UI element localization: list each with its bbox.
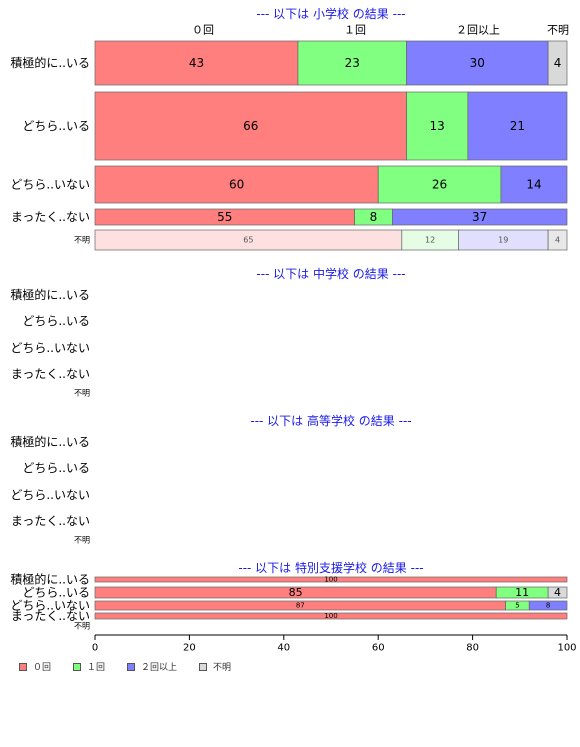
bar-segment-g0-r4-s3 (547, 229, 568, 251)
value-label-g3-r0-s0: 100 (324, 576, 337, 584)
bar-segment-g0-r2-s0 (94, 165, 379, 204)
chart-legend: ０回 １回 ２回以上 不明 (19, 660, 231, 673)
x-tick-label-3: 60 (372, 643, 385, 654)
bar-segment-g0-r3-s2 (392, 208, 568, 226)
value-label-g0-r2-s0: 60 (229, 178, 244, 192)
row-label-g2-r4: 不明 (74, 536, 90, 545)
value-label-g3-r2-s1: 5 (515, 602, 519, 610)
value-label-g0-r2-s2: 14 (526, 178, 541, 192)
bar-segment-g3-r0-s0 (94, 576, 568, 583)
value-label-g0-r0-s0: 43 (189, 56, 204, 70)
value-label-g0-r3-s0: 55 (217, 210, 232, 224)
section-title-junior-high: --- 以下は 中学校 の結果 --- (256, 267, 406, 281)
value-label-g0-r3-s2: 37 (472, 210, 487, 224)
value-label-g0-r0-s3: 4 (554, 56, 562, 70)
legend-item-3: 不明 (199, 660, 231, 673)
row-label-g3-r3: まったく..ない (11, 609, 90, 623)
value-label-g0-r0-s1: 23 (345, 56, 360, 70)
column-header-2: ２回以上 (456, 24, 500, 37)
value-label-g0-r1-s0: 66 (243, 119, 258, 133)
row-label-g1-r3: まったく..ない (11, 367, 90, 381)
value-label-g3-r3-s0: 100 (324, 612, 337, 620)
row-label-g0-r0: 積極的に..いる (10, 55, 90, 70)
legend-swatch-0 (19, 662, 27, 671)
bar-segment-g0-r0-s3 (547, 40, 568, 86)
bar-segment-g0-r0-s1 (297, 40, 407, 86)
bar-segment-g3-r3-s0 (94, 612, 568, 620)
row-label-g0-r3: まったく..ない (11, 210, 90, 224)
x-tick-label-2: 40 (277, 643, 290, 654)
row-label-g3-r0: 積極的に..いる (10, 572, 90, 587)
value-label-g0-r4-s1: 12 (425, 236, 435, 245)
bar-segment-g3-r1-s3 (547, 586, 568, 599)
row-label-g3-r4: 不明 (74, 622, 90, 631)
row-label-g0-r1: どちら..いる (22, 119, 90, 133)
value-label-g0-r4-s3: 4 (555, 236, 560, 245)
value-label-g0-r1-s1: 13 (430, 119, 445, 133)
row-label-g0-r2: どちら..いない (10, 178, 90, 192)
x-tick-label-0: 0 (92, 643, 98, 654)
column-header-3: 不明 (547, 24, 569, 37)
value-label-g3-r1-s0: 85 (289, 586, 303, 599)
legend-swatch-2 (127, 662, 136, 671)
x-tick-label-5: 100 (557, 643, 576, 654)
row-label-g1-r0: 積極的に..いる (10, 287, 90, 302)
row-label-g2-r0: 積極的に..いる (10, 434, 90, 449)
bar-segment-g0-r1-s0 (94, 91, 407, 161)
legend-swatch-3 (199, 662, 208, 671)
value-label-g0-r2-s1: 26 (432, 178, 447, 192)
legend-item-0: ０回 (19, 660, 51, 673)
section-title-elementary: --- 以下は 小学校 の結果 --- (256, 7, 406, 21)
row-label-g1-r4: 不明 (74, 389, 90, 398)
x-tick-label-4: 80 (466, 643, 479, 654)
column-header-1: １回 (344, 24, 366, 37)
bar-segment-g0-r2-s2 (500, 165, 568, 204)
row-label-g2-r2: どちら..いない (10, 488, 90, 502)
bar-segment-g3-r2-s2 (528, 600, 568, 611)
legend-item-1: １回 (73, 660, 105, 673)
row-label-g2-r1: どちら..いる (22, 461, 90, 475)
legend-label-3: 不明 (213, 663, 232, 673)
legend-label-1: １回 (87, 663, 106, 673)
value-label-g0-r4-s0: 65 (243, 236, 253, 245)
row-label-g1-r2: どちら..いない (10, 341, 90, 355)
row-label-g0-r4: 不明 (74, 236, 90, 245)
row-label-g2-r3: まったく..ない (11, 514, 90, 528)
value-label-g3-r1-s3: 4 (554, 586, 561, 599)
legend-item-2: ２回以上 (127, 660, 177, 673)
x-tick-label-1: 20 (183, 643, 196, 654)
bar-segment-g0-r0-s2 (406, 40, 549, 86)
section-title-special-support: --- 以下は 特別支援学校 の結果 --- (238, 561, 424, 575)
row-label-g3-r2: どちら..いない (10, 599, 90, 613)
value-label-g0-r4-s2: 19 (498, 236, 508, 245)
value-label-g3-r2-s0: 87 (296, 602, 305, 610)
value-label-g0-r3-s1: 8 (370, 210, 378, 224)
row-label-g3-r1: どちら..いる (22, 586, 90, 600)
value-label-g0-r0-s2: 30 (470, 56, 485, 70)
section-title-high-school: --- 以下は 高等学校 の結果 --- (250, 414, 412, 428)
value-label-g3-r2-s2: 8 (546, 602, 550, 610)
legend-label-2: ２回以上 (141, 663, 178, 673)
column-header-0: ０回 (192, 24, 214, 37)
bar-segment-g0-r1-s2 (467, 91, 568, 161)
row-label-g1-r1: どちら..いる (22, 314, 90, 328)
legend-swatch-1 (73, 662, 82, 671)
legend-label-0: ０回 (33, 663, 52, 673)
bar-segment-g0-r2-s1 (377, 165, 502, 204)
value-label-g0-r1-s2: 21 (510, 119, 525, 133)
value-label-g3-r1-s1: 11 (515, 586, 529, 599)
